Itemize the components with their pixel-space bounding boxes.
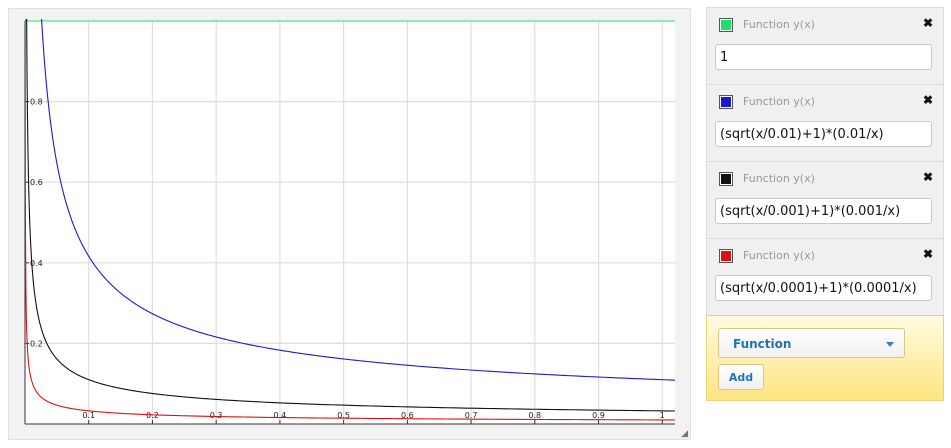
series-line-2 bbox=[26, 19, 675, 412]
function-title: Function y(x) bbox=[743, 249, 815, 262]
function-type-value: Function bbox=[733, 337, 792, 351]
color-swatch-fill bbox=[721, 174, 731, 184]
function-plot[interactable]: 0.1 0.2 0.3 0.4 0.5 0.6 0.7 0.8 0.9 1 0.2 0.4 0.6 0.8 bbox=[9, 9, 692, 441]
x-tick-label: 0.6 bbox=[401, 411, 414, 420]
function-card: Function y(x) ✖ bbox=[706, 238, 944, 315]
function-expression-input[interactable] bbox=[715, 121, 932, 147]
plot-area bbox=[25, 21, 675, 424]
series-line-1 bbox=[41, 19, 675, 381]
y-tick-label: 0.8 bbox=[30, 98, 43, 107]
function-expression-input[interactable] bbox=[715, 44, 932, 70]
y-tick-label: 0.2 bbox=[30, 339, 43, 348]
color-swatch-fill bbox=[721, 20, 731, 30]
function-card: Function y(x) ✖ bbox=[706, 84, 944, 161]
color-swatch-fill bbox=[721, 97, 731, 107]
function-title: Function y(x) bbox=[743, 18, 815, 31]
close-icon[interactable]: ✖ bbox=[922, 170, 933, 184]
color-picker-button[interactable] bbox=[719, 249, 733, 263]
x-tick-label: 0.1 bbox=[82, 411, 95, 420]
function-title: Function y(x) bbox=[743, 95, 815, 108]
function-card: Function y(x) ✖ bbox=[706, 161, 944, 238]
color-picker-button[interactable] bbox=[719, 95, 733, 109]
color-swatch-fill bbox=[721, 251, 731, 261]
close-icon[interactable]: ✖ bbox=[922, 247, 933, 261]
y-tick-label: 0.6 bbox=[30, 178, 43, 187]
x-tick-label: 0.9 bbox=[592, 411, 605, 420]
add-function-panel: Function Add bbox=[706, 315, 944, 401]
series-line-3 bbox=[25, 19, 675, 421]
close-icon[interactable]: ✖ bbox=[922, 93, 933, 107]
x-tick-label: 1 bbox=[660, 411, 665, 420]
x-tick-label: 0.8 bbox=[528, 411, 541, 420]
y-tick-label: 0.4 bbox=[30, 259, 43, 268]
function-expression-input[interactable] bbox=[715, 198, 932, 224]
function-title: Function y(x) bbox=[743, 172, 815, 185]
close-icon[interactable]: ✖ bbox=[922, 16, 933, 30]
x-tick-label: 0.7 bbox=[465, 411, 478, 420]
color-picker-button[interactable] bbox=[719, 172, 733, 186]
color-picker-button[interactable] bbox=[719, 18, 733, 32]
function-card: Function y(x) ✖ bbox=[706, 7, 944, 84]
x-tick-label: 0.2 bbox=[146, 411, 159, 420]
x-tick-label: 0.4 bbox=[274, 411, 287, 420]
graph-canvas[interactable]: 0.1 0.2 0.3 0.4 0.5 0.6 0.7 0.8 0.9 1 0.2 0.4 0.6 0.8… bbox=[8, 8, 691, 440]
chevron-down-icon bbox=[886, 342, 894, 347]
resize-grip-icon[interactable]: ◢ bbox=[681, 428, 688, 438]
function-list-panel: Function y(x) ✖ Function y(x) ✖ Function… bbox=[706, 7, 944, 401]
function-expression-input[interactable] bbox=[715, 275, 932, 301]
function-type-select[interactable]: Function bbox=[718, 328, 905, 358]
x-tick-label: 0.3 bbox=[210, 411, 223, 420]
x-tick-label: 0.5 bbox=[337, 411, 350, 420]
add-function-button[interactable]: Add bbox=[718, 364, 764, 390]
